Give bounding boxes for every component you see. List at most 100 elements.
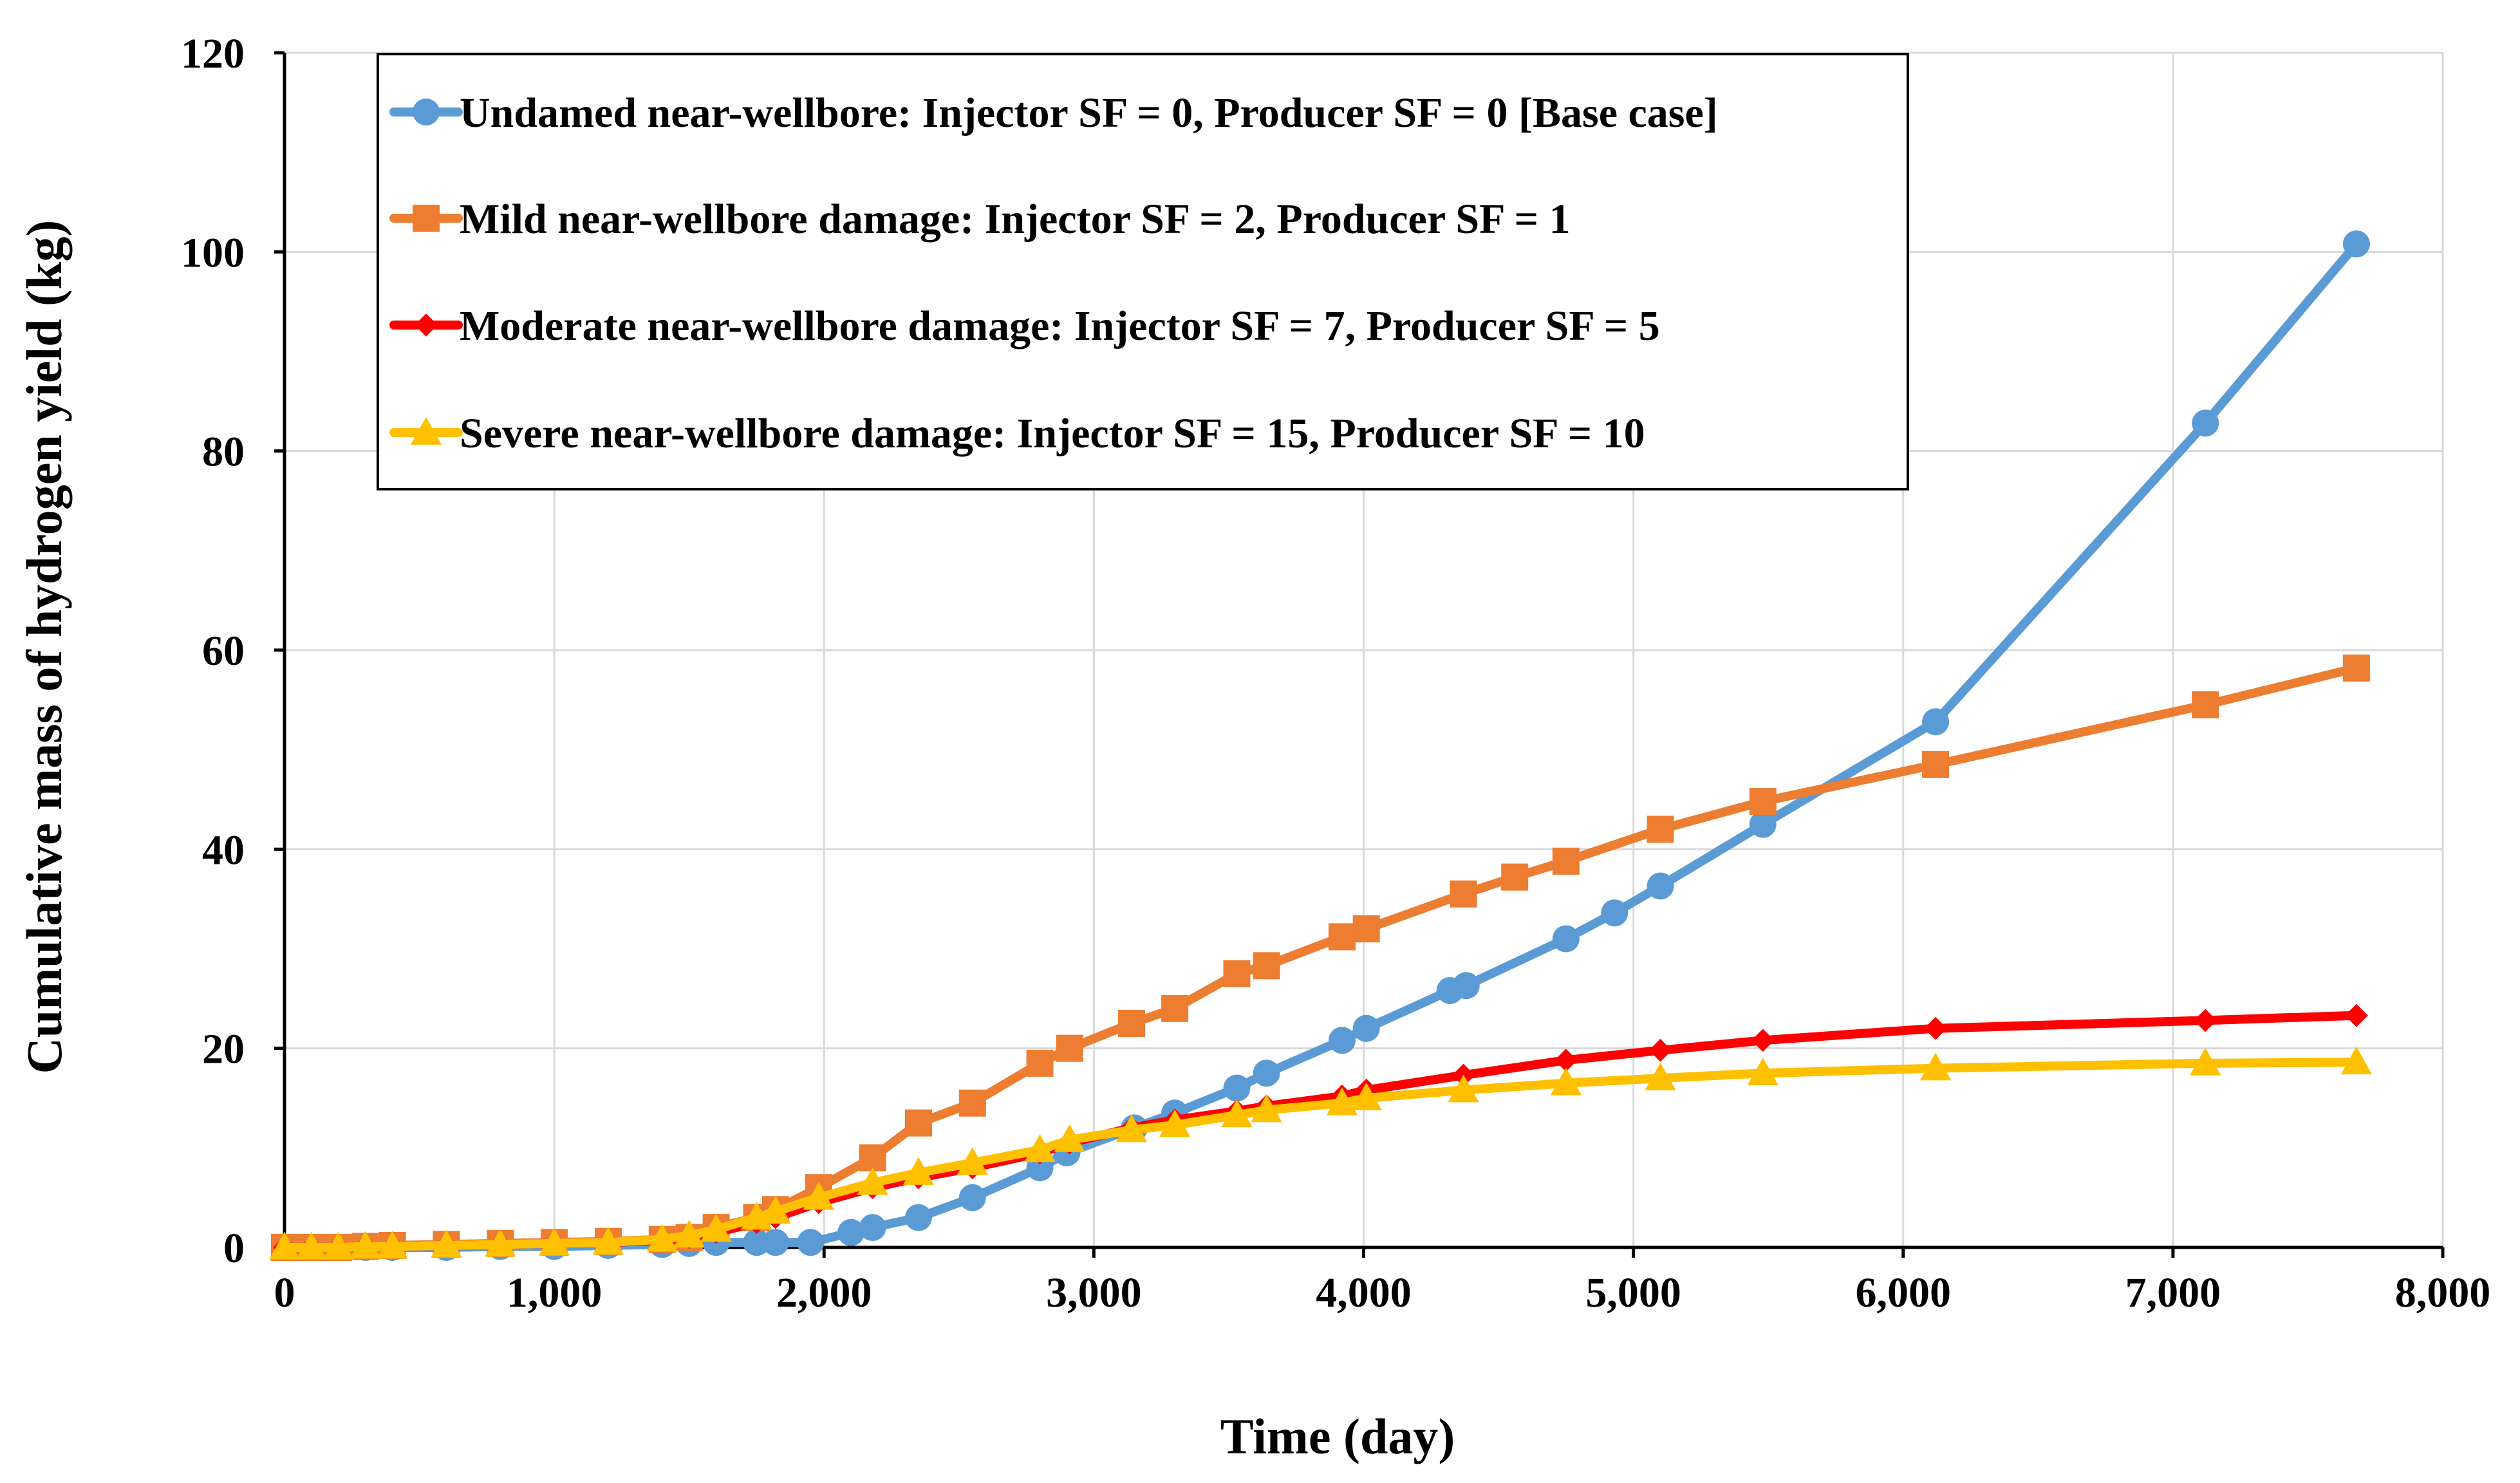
- data-point: [837, 1218, 865, 1246]
- data-point: [1452, 972, 1480, 1000]
- data-point: [1223, 960, 1251, 987]
- data-point: [538, 1227, 570, 1256]
- legend-entry-4: Severe near-wellbore damage: Injector SF…: [389, 410, 1645, 457]
- y-tick-label: 120: [181, 30, 245, 77]
- data-point: [1253, 1059, 1280, 1087]
- data-point: [1647, 816, 1674, 843]
- data-point: [2190, 1047, 2221, 1076]
- data-point: [1919, 1052, 1952, 1081]
- data-point: [350, 1231, 381, 1259]
- data-point: [1501, 863, 1529, 891]
- data-point: [1115, 1114, 1148, 1143]
- data-point: [1159, 1109, 1191, 1137]
- data-point: [958, 1089, 986, 1117]
- data-point: [1550, 1067, 1582, 1096]
- data-point: [2192, 691, 2219, 719]
- legend-entry-2: Mild near-wellbore damage: Injector SF =…: [389, 196, 1571, 243]
- data-point: [1647, 872, 1674, 900]
- data-point: [295, 1231, 328, 1260]
- data-point: [1054, 1124, 1085, 1152]
- y-tick-label: 60: [202, 628, 245, 675]
- tick-labels: 0 1,000 2,000 3,000 4,000 5,000 6,000 7,000 8,00…: [181, 30, 2490, 1316]
- x-axis-title: Time (day): [1220, 1408, 1455, 1464]
- x-tick-label: 7,000: [2125, 1269, 2221, 1316]
- data-point: [268, 1231, 301, 1260]
- data-point: [322, 1231, 354, 1260]
- series-lines: [268, 230, 2373, 1261]
- data-point: [700, 1214, 732, 1242]
- data-point: [1924, 1016, 1947, 1040]
- data-point: [859, 1214, 886, 1242]
- y-tick-label: 80: [202, 429, 245, 476]
- y-tick-label: 20: [202, 1026, 245, 1073]
- x-tick-label: 2,000: [776, 1269, 872, 1316]
- legend-marker: [410, 416, 442, 445]
- data-point: [1161, 994, 1189, 1022]
- data-point: [1747, 1058, 1778, 1086]
- legend-label: Severe near-wellbore damage: Injector SF…: [460, 410, 1645, 457]
- data-point: [743, 1229, 770, 1256]
- x-tick-label: 5,000: [1585, 1269, 1681, 1316]
- data-point: [1922, 751, 1950, 778]
- data-point: [2342, 654, 2370, 682]
- data-point: [760, 1196, 791, 1224]
- legend-label: Moderate near-wellbore damage: Injector …: [460, 303, 1660, 350]
- data-point: [1251, 1094, 1282, 1123]
- y-tick-label: 100: [181, 229, 245, 276]
- data-point: [1118, 1010, 1146, 1037]
- legend-entry-3: Moderate near-wellbore damage: Injector …: [389, 303, 1660, 350]
- data-point: [1922, 708, 1950, 736]
- data-point: [1026, 1049, 1054, 1077]
- data-point: [859, 1144, 886, 1171]
- y-axis-title: Cumulative mass of hydrogen yield (kg): [16, 220, 72, 1074]
- data-point: [1749, 788, 1777, 816]
- series-4: [268, 1047, 2373, 1260]
- legend-marker: [413, 205, 440, 232]
- legend-marker: [415, 313, 438, 337]
- data-point: [2342, 230, 2370, 257]
- data-point: [485, 1229, 516, 1257]
- data-point: [1751, 1029, 1775, 1052]
- data-point: [2194, 1009, 2217, 1032]
- data-point: [1328, 1027, 1356, 1054]
- x-tick-label: 8,000: [2395, 1269, 2491, 1316]
- data-point: [1253, 952, 1280, 980]
- data-point: [2192, 409, 2219, 437]
- data-point: [431, 1229, 462, 1258]
- data-point: [797, 1229, 825, 1256]
- data-point: [1350, 1082, 1382, 1110]
- data-point: [1601, 899, 1629, 927]
- data-point: [1648, 1038, 1672, 1062]
- data-point: [904, 1204, 932, 1231]
- x-tick-label: 1,000: [507, 1269, 602, 1316]
- data-point: [803, 1182, 835, 1210]
- legend-box: [377, 53, 1909, 490]
- data-point: [1450, 880, 1477, 908]
- data-point: [1645, 1062, 1676, 1090]
- data-point: [761, 1229, 789, 1256]
- data-point: [673, 1220, 705, 1248]
- data-point: [1552, 925, 1580, 953]
- legend-label: Mild near-wellbore damage: Injector SF =…: [460, 196, 1571, 243]
- y-tick-label: 0: [223, 1225, 245, 1272]
- data-point: [1223, 1074, 1251, 1102]
- data-point: [377, 1231, 408, 1259]
- data-point: [1328, 923, 1356, 951]
- x-tick-label: 3,000: [1046, 1269, 1142, 1316]
- data-point: [958, 1184, 986, 1211]
- x-tick-label: 4,000: [1316, 1269, 1412, 1316]
- data-point: [2340, 1047, 2373, 1075]
- data-point: [1352, 915, 1380, 943]
- x-tick-label: 0: [274, 1269, 295, 1316]
- data-point: [957, 1147, 988, 1175]
- y-tick-label: 40: [202, 826, 245, 873]
- data-point: [1448, 1074, 1479, 1103]
- data-point: [1552, 847, 1580, 875]
- legend-entry-1: Undamed near-wellbore: Injector SF = 0, …: [389, 89, 1718, 136]
- data-point: [857, 1167, 888, 1195]
- data-point: [2345, 1003, 2368, 1027]
- data-point: [646, 1224, 678, 1252]
- data-point: [592, 1227, 624, 1255]
- data-point: [1024, 1134, 1056, 1162]
- data-point: [1326, 1087, 1358, 1115]
